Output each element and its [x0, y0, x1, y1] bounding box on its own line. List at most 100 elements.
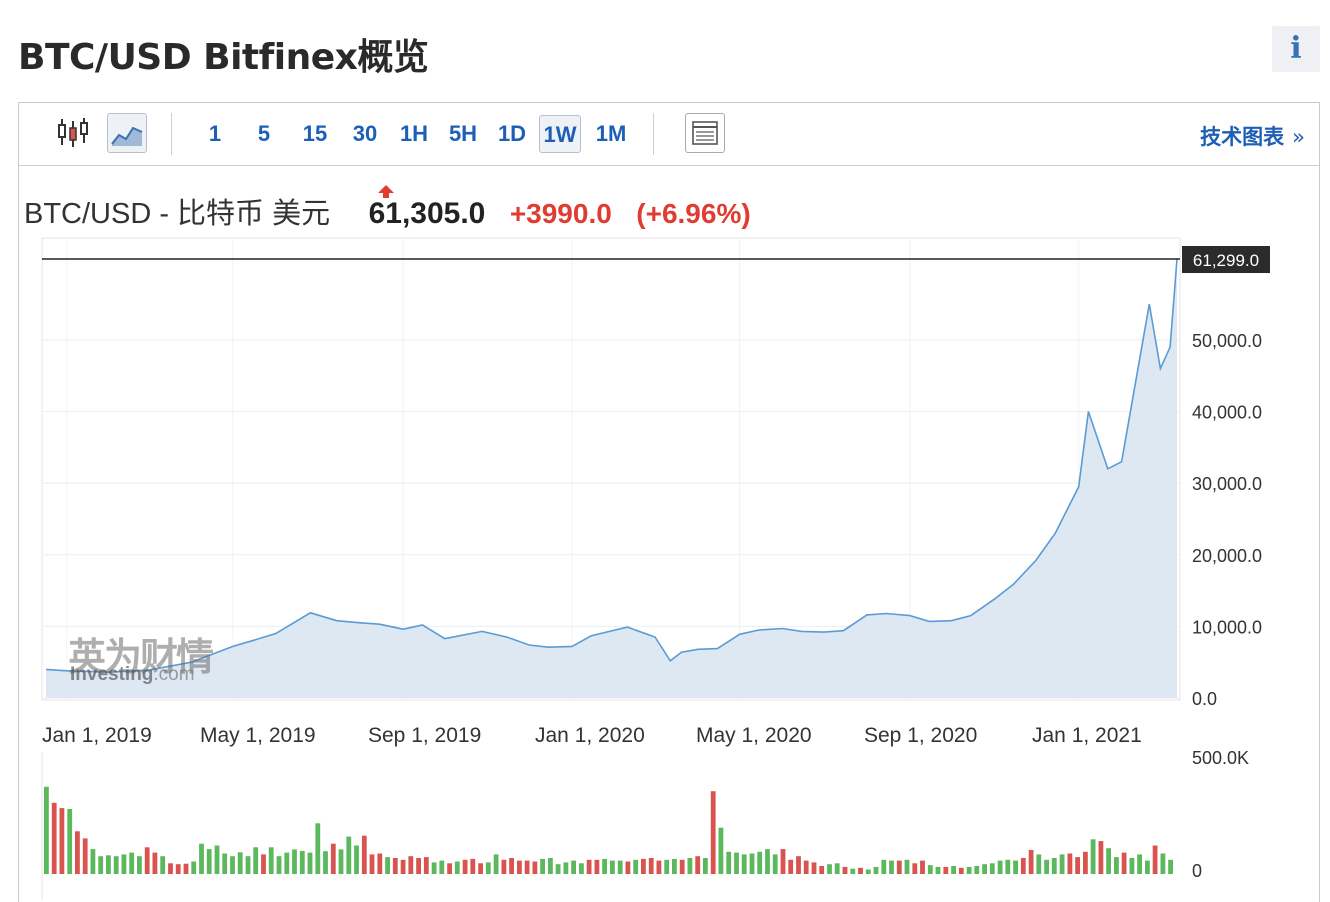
volume-bar [1121, 852, 1127, 874]
watermark-investing: Investing.com [70, 664, 195, 686]
volume-bar [1098, 841, 1104, 874]
volume-bar [354, 845, 359, 874]
x-tick-label: Jan 1, 2019 [42, 724, 152, 747]
volume-bar [439, 860, 445, 874]
volume-bar [765, 849, 770, 874]
volume-bar [121, 854, 127, 874]
volume-bar [361, 835, 367, 874]
volume-bar [951, 866, 956, 874]
volume-bar [400, 859, 406, 874]
volume-bar [586, 859, 592, 874]
volume-bar [1152, 845, 1158, 874]
volume-bar [997, 860, 1003, 874]
volume-bar [98, 856, 104, 874]
interval-1h[interactable]: 1H [399, 121, 429, 146]
y-tick-label: 50,000.0 [1192, 331, 1262, 351]
volume-bar [672, 858, 677, 874]
volume-bar [1044, 859, 1049, 874]
volume-bar [524, 860, 530, 874]
volume-bar [602, 858, 607, 874]
chart-widget: 1 5 15 30 1H 5H 1D 1W 1M 技术图表 » [18, 102, 1320, 902]
volume-bar [966, 866, 972, 874]
volume-bar [904, 859, 910, 874]
volume-bar [175, 864, 181, 874]
volume-bar [315, 823, 321, 874]
volume-bar [307, 852, 313, 874]
interval-5[interactable]: 5 [257, 121, 271, 146]
volume-bar [214, 845, 220, 874]
volume-bar [648, 858, 654, 874]
volume-bar [1005, 859, 1011, 874]
x-tick-label: Sep 1, 2019 [368, 724, 481, 747]
volume-bar [1090, 839, 1096, 874]
volume-bar [772, 854, 778, 874]
tech-chart-label: 技术图表 [1200, 125, 1285, 149]
volume-bar [532, 861, 538, 874]
volume-bar [191, 861, 197, 874]
volume-bar [982, 864, 987, 874]
volume-bar [834, 863, 840, 874]
volume-bar [276, 856, 282, 874]
interval-15[interactable]: 15 [302, 121, 328, 146]
volume-bar [656, 860, 662, 874]
volume-bar [842, 866, 848, 874]
volume-bar [493, 854, 499, 874]
watermark-investing-suffix: .com [153, 664, 195, 685]
volume-bar [369, 854, 375, 874]
volume-bar [555, 864, 561, 874]
volume-bar [1083, 851, 1088, 875]
watermark-investing-prefix: Investing [70, 664, 154, 685]
info-button[interactable]: i [1272, 26, 1320, 72]
volume-bar [408, 856, 414, 874]
volume-bar [470, 858, 476, 874]
volume-bar [811, 862, 817, 874]
volume-bar [51, 802, 57, 874]
volume-bar [230, 856, 235, 874]
area-chart-icon[interactable] [107, 113, 147, 153]
volume-bar [726, 851, 732, 875]
quote-line: BTC/USD - 比特币 美元 61,305.0 +3990.0 (+6.96… [24, 190, 751, 234]
volume-bar [330, 843, 336, 874]
quote-change: +3990.0 [509, 198, 612, 229]
volume-bar [633, 859, 639, 874]
tech-chart-link[interactable]: 技术图表 » [1200, 121, 1305, 151]
volume-bar [237, 852, 243, 874]
volume-bar [423, 857, 429, 874]
toolbar-divider [171, 113, 172, 155]
interval-1m[interactable]: 1M [595, 121, 627, 146]
interval-5h[interactable]: 5H [448, 121, 478, 146]
interval-1w[interactable]: 1W [539, 115, 581, 153]
volume-bar [1036, 854, 1042, 874]
candlestick-icon[interactable] [53, 113, 93, 153]
volume-bar [710, 791, 716, 874]
volume-bar [59, 808, 65, 874]
volume-bar [679, 859, 685, 874]
volume-bar [865, 869, 871, 874]
volume-bar [1020, 858, 1026, 874]
interval-1d[interactable]: 1D [497, 121, 527, 146]
volume-bar [1051, 858, 1057, 874]
x-tick-label: Jan 1, 2020 [535, 724, 645, 747]
volume-bar [974, 866, 980, 874]
volume-bar [447, 863, 452, 874]
table-view-icon[interactable] [685, 113, 725, 153]
volume-bar [1168, 859, 1173, 874]
volume-bar [858, 867, 863, 874]
volume-bar [1137, 854, 1142, 874]
interval-30[interactable]: 30 [352, 121, 378, 146]
volume-bar [338, 849, 344, 874]
interval-1[interactable]: 1 [208, 121, 222, 146]
x-tick-label: May 1, 2019 [200, 724, 316, 747]
volume-bar [90, 849, 96, 874]
volume-bar [129, 852, 135, 874]
quote-price: 61,305.0 [368, 197, 486, 230]
volume-bar [1059, 854, 1065, 874]
volume-bar [284, 852, 290, 874]
price-line [45, 258, 1178, 674]
volume-bar [75, 831, 80, 874]
volume-bar [571, 860, 576, 874]
volume-bar [741, 854, 747, 874]
volume-bar [850, 868, 856, 874]
volume-bar [268, 847, 274, 874]
